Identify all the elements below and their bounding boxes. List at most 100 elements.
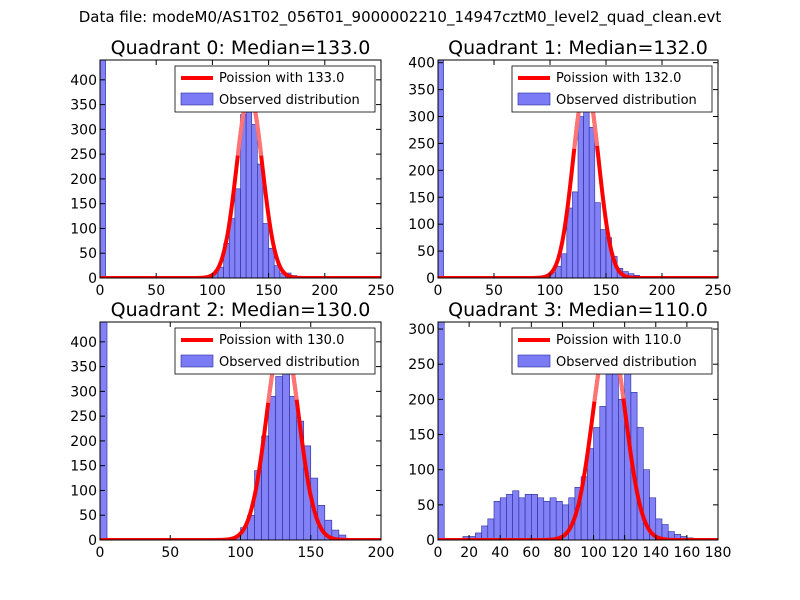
axes-frame — [99, 59, 382, 279]
y-tick-label: 200 — [70, 172, 97, 188]
x-tick-label: 150 — [255, 283, 282, 299]
histogram-bar — [338, 534, 347, 540]
x-tick-label: 150 — [297, 545, 324, 561]
y-tick-label: 100 — [408, 463, 435, 479]
subplot-title: Quadrant 0: Median=133.0 — [111, 37, 371, 59]
histogram-bar — [524, 493, 532, 540]
histogram-bar — [593, 427, 601, 540]
histogram-bar — [577, 116, 584, 278]
y-tick-label: 150 — [70, 459, 97, 475]
histogram-bar — [518, 497, 526, 540]
y-tick-label: 350 — [70, 98, 97, 114]
x-tick-label: 250 — [368, 283, 395, 299]
x-tick-label: 50 — [161, 545, 179, 561]
x-tick-label: 200 — [368, 545, 395, 561]
poisson-curve — [100, 332, 381, 540]
x-tick-label: 120 — [611, 545, 638, 561]
histogram-bar — [275, 376, 283, 540]
x-tick-label: 40 — [491, 545, 509, 561]
subplot-title: Quadrant 1: Median=132.0 — [448, 37, 708, 59]
legend-bar-swatch — [517, 92, 551, 106]
x-tick-label: 100 — [227, 545, 254, 561]
x-tick-label: 60 — [522, 545, 540, 561]
subplot-quadrant-0: Quadrant 0: Median=133.0 0 50 100 150 200 250 0… — [70, 37, 394, 299]
x-tick-label: 0 — [434, 283, 443, 299]
x-tick-label: 140 — [642, 545, 669, 561]
axes-frame — [437, 321, 719, 541]
legend: Poission with 110.0 Observed distribution — [511, 327, 713, 375]
x-tick-label: 100 — [199, 283, 226, 299]
histogram-bar — [499, 497, 507, 540]
histogram-bar — [636, 427, 644, 540]
legend: Poission with 133.0 Observed distribution — [174, 65, 376, 113]
histogram-bar — [245, 94, 253, 278]
subplot-title: Quadrant 2: Median=130.0 — [111, 299, 371, 321]
legend: Poission with 132.0 Observed distribution — [511, 65, 713, 113]
legend-box — [511, 327, 713, 375]
y-tick-label: 300 — [408, 322, 435, 338]
x-tick-label: 200 — [649, 283, 676, 299]
x-tick-label: 100 — [537, 283, 564, 299]
y-tick-label: 400 — [70, 335, 97, 351]
histogram-bar — [600, 229, 607, 278]
histogram-bar — [531, 493, 538, 540]
histogram-bar — [572, 191, 579, 278]
x-tick-label: 50 — [147, 283, 165, 299]
histogram-bar — [543, 501, 551, 540]
x-tick-label: 100 — [580, 545, 607, 561]
histogram-bar — [289, 396, 297, 540]
histogram-bar — [537, 497, 545, 540]
x-tick-label: 0 — [96, 545, 105, 561]
x-tick-label: 200 — [311, 283, 338, 299]
y-tick-label: 350 — [408, 83, 435, 99]
histogram-bar — [262, 223, 269, 278]
y-tick-label: 300 — [70, 384, 97, 400]
subplot-quadrant-1: Quadrant 1: Median=132.0 0 50 100 150 200 250 0… — [408, 37, 731, 299]
y-tick-label: 150 — [408, 190, 435, 206]
legend-label-observed: Observed distribution — [556, 93, 697, 108]
y-tick-label: 50 — [79, 246, 97, 262]
x-tick-label: 0 — [96, 283, 105, 299]
figure-suptitle: Data file: modeM0/AS1T02_056T01_90000022… — [78, 8, 722, 26]
histogram-bar — [251, 124, 258, 278]
y-tick-label: 400 — [408, 56, 435, 72]
histogram-bar — [481, 525, 489, 540]
y-tick-label: 150 — [70, 197, 97, 213]
histogram-bar — [555, 501, 563, 540]
histogram-bar — [268, 396, 276, 540]
legend-label-poisson: Poission with 132.0 — [556, 71, 681, 86]
histogram-bar — [438, 322, 445, 540]
y-tick-label: 350 — [70, 360, 97, 376]
legend-label-poisson: Poission with 130.0 — [219, 333, 344, 348]
y-tick-label: 100 — [70, 483, 97, 499]
plot-area — [100, 322, 381, 540]
histogram-bar — [438, 60, 444, 278]
legend-bar-swatch — [517, 354, 551, 368]
x-tick-label: 20 — [460, 545, 478, 561]
subplot-quadrant-2: Quadrant 2: Median=130.0 0 50 100 150 200 0 50 1… — [70, 299, 394, 561]
histogram-bar — [273, 265, 281, 278]
y-tick-label: 250 — [408, 357, 435, 373]
axes-frame — [437, 59, 719, 279]
y-tick-label: 0 — [88, 533, 97, 549]
histogram-bar — [506, 493, 513, 540]
histogram-bar — [618, 399, 625, 540]
y-tick-label: 50 — [79, 508, 97, 524]
y-tick-label: 200 — [70, 434, 97, 450]
legend-label-poisson: Poission with 110.0 — [556, 333, 681, 348]
histogram-bar — [549, 497, 557, 540]
histogram-bar — [493, 501, 501, 540]
y-tick-label: 50 — [417, 498, 435, 514]
y-tick-label: 100 — [408, 217, 435, 233]
histogram-bar — [605, 356, 613, 540]
y-tick-label: 150 — [408, 428, 435, 444]
y-tick-label: 300 — [408, 110, 435, 126]
legend-label-observed: Observed distribution — [219, 355, 360, 370]
histogram-bar — [234, 188, 241, 278]
y-tick-label: 250 — [408, 136, 435, 152]
y-tick-label: 0 — [426, 271, 435, 287]
histogram-bar — [100, 322, 108, 540]
x-tick-label: 50 — [485, 283, 503, 299]
histogram-bar — [599, 406, 607, 540]
